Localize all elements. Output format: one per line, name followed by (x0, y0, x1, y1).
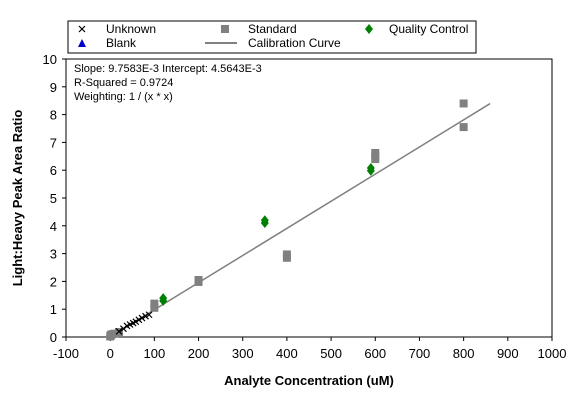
legend: Unknown Standard Quality Control Blank Calib… (67, 20, 477, 54)
legend-marker-standard (221, 25, 229, 33)
y-tick-label: 8 (50, 108, 57, 123)
legend-label-calibration-curve: Calibration Curve (248, 36, 341, 50)
annotation-text: Slope: 9.7583E-3 Intercept: 4.5643E-3 (74, 63, 262, 75)
legend-marker-unknown (78, 25, 86, 33)
annotation-text: Weighting: 1 / (x * x) (74, 91, 173, 103)
y-axis: 0 1 2 3 4 5 6 7 8 9 10 (43, 52, 66, 345)
y-tick-label: 9 (50, 80, 57, 95)
x-tick-label: 0 (107, 346, 114, 361)
unknown-point (142, 312, 149, 320)
standard-point (150, 299, 159, 308)
unknown-point (132, 318, 140, 326)
quality-control-point (260, 215, 269, 226)
standard-point (150, 303, 159, 312)
x-tick-label: 700 (409, 346, 431, 361)
y-tick-label: 1 (50, 302, 57, 317)
y-tick-label: 5 (50, 191, 57, 206)
standard-point (194, 276, 203, 285)
standard-point (110, 329, 119, 338)
y-tick-label: 2 (50, 274, 57, 289)
legend-marker-quality-control (365, 24, 373, 34)
x-tick-label: 100 (144, 346, 166, 361)
y-tick-label: 3 (50, 247, 57, 262)
unknown-point (145, 311, 153, 319)
x-tick-label: 1000 (538, 346, 567, 361)
annotations: Slope: 9.7583E-3 Intercept: 4.5643E-3 R-S… (74, 63, 262, 103)
standard-point (371, 148, 380, 157)
legend-box (67, 20, 477, 54)
y-tick-label: 4 (50, 219, 57, 234)
calibration-curve-layer (109, 102, 491, 338)
x-tick-label: 600 (364, 346, 386, 361)
legend-marker-blank (78, 39, 86, 47)
legend-label-blank: Blank (106, 36, 137, 50)
x-tick-label: 500 (320, 346, 342, 361)
annotation-text: R-Squared = 0.9724 (74, 77, 173, 89)
x-tick-label: 300 (232, 346, 254, 361)
y-tick-label: 6 (50, 163, 57, 178)
standard-point (282, 250, 291, 259)
quality-control-point (366, 162, 375, 173)
legend-label-unknown: Unknown (106, 22, 156, 36)
x-tick-label: 800 (453, 346, 475, 361)
x-tick-label: 900 (497, 346, 519, 361)
y-axis-title: Light:Heavy Peak Area Ratio (10, 110, 25, 287)
legend-label-quality-control: Quality Control (389, 22, 468, 36)
standard-point (459, 123, 468, 132)
y-tick-label: 7 (50, 135, 57, 150)
y-tick-label: 10 (43, 52, 57, 67)
x-tick-label: 200 (188, 346, 210, 361)
calibration-curve-line (109, 102, 491, 338)
x-tick-label: -100 (53, 346, 79, 361)
legend-label-standard: Standard (248, 22, 297, 36)
y-tick-label: 0 (50, 330, 57, 345)
legend-items: Unknown Standard Quality Control Blank Calib… (78, 22, 468, 50)
standard-point (459, 99, 468, 108)
x-axis-title: Analyte Concentration (uM) (224, 373, 394, 388)
unknown-point (138, 314, 146, 322)
x-axis: -100 0 100 200 300 400 500 600 700 800 900 1000 (53, 337, 566, 361)
x-tick-label: 400 (276, 346, 298, 361)
points-layer (106, 99, 468, 341)
unknown-point (115, 328, 123, 335)
quality-control-point (159, 293, 168, 304)
